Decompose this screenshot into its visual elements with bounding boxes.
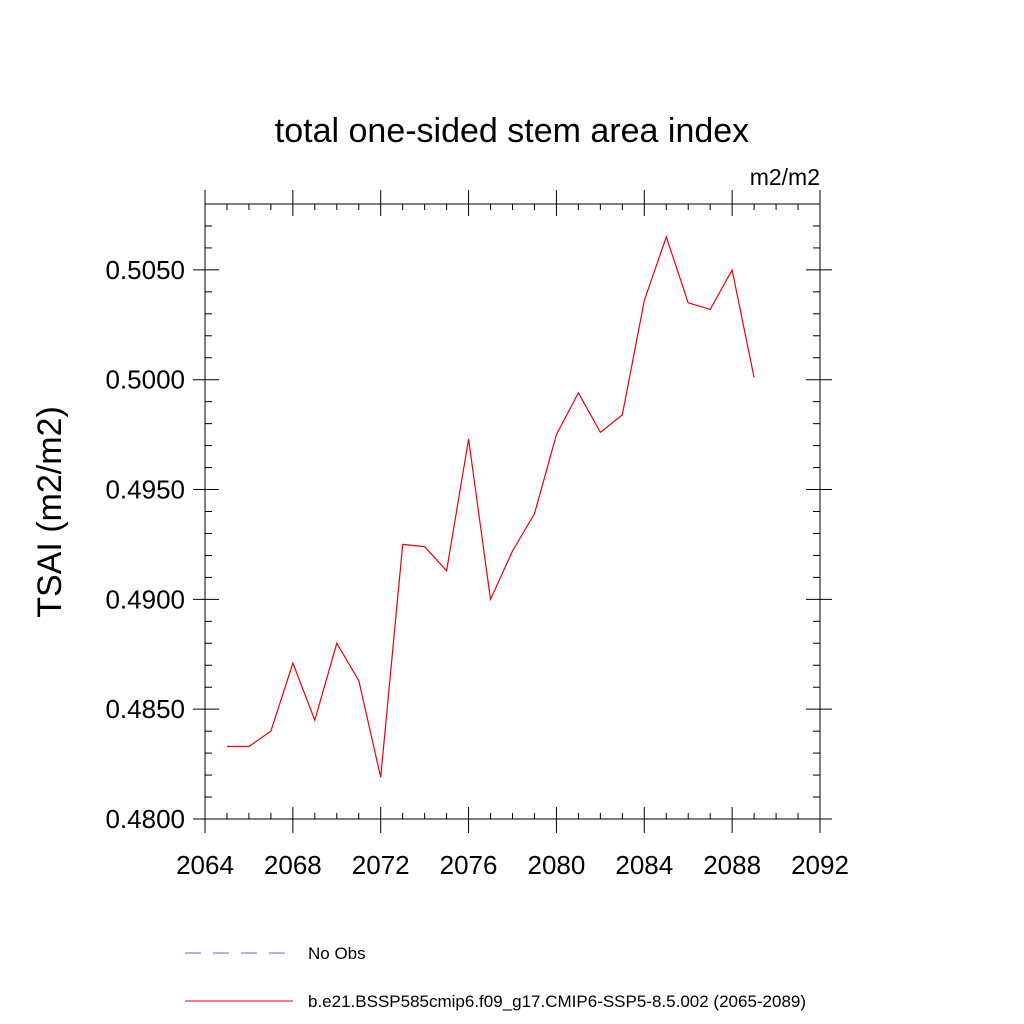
x-tick-label: 2068 (264, 850, 322, 880)
y-tick-label: 0.4850 (105, 694, 185, 724)
axis-ticks (193, 190, 832, 833)
x-tick-label: 2064 (176, 850, 234, 880)
y-axis-label: TSAI (m2/m2) (31, 406, 69, 618)
series-group (227, 235, 755, 778)
x-tick-label: 2084 (615, 850, 673, 880)
units-label: m2/m2 (750, 164, 820, 190)
y-tick-labels: 0.4800 0.4850 0.4900 0.4950 0.5000 0.5050 (105, 255, 185, 834)
legend-label: b.e21.BSSP585cmip6.f09_g17.CMIP6-SSP5-8.… (308, 992, 806, 1011)
y-tick-label: 0.4900 (105, 584, 185, 614)
x-tick-label: 2088 (703, 850, 761, 880)
y-tick-label: 0.4950 (105, 475, 185, 505)
x-tick-labels: 2064 2068 2072 2076 2080 2084 2088 2092 (176, 850, 849, 880)
y-tick-label: 0.5000 (105, 365, 185, 395)
y-tick-label: 0.4800 (105, 804, 185, 834)
x-tick-label: 2076 (440, 850, 498, 880)
x-tick-label: 2092 (791, 850, 849, 880)
chart-title: total one-sided stem area index (275, 112, 749, 150)
series-line (227, 235, 755, 778)
plot-frame (204, 203, 821, 820)
y-tick-label: 0.5050 (105, 255, 185, 285)
legend-label: No Obs (308, 944, 366, 963)
x-tick-label: 2072 (352, 850, 410, 880)
legend: No Obs b.e21.BSSP585cmip6.f09_g17.CMIP6-S… (185, 944, 806, 1011)
x-tick-label: 2080 (528, 850, 586, 880)
